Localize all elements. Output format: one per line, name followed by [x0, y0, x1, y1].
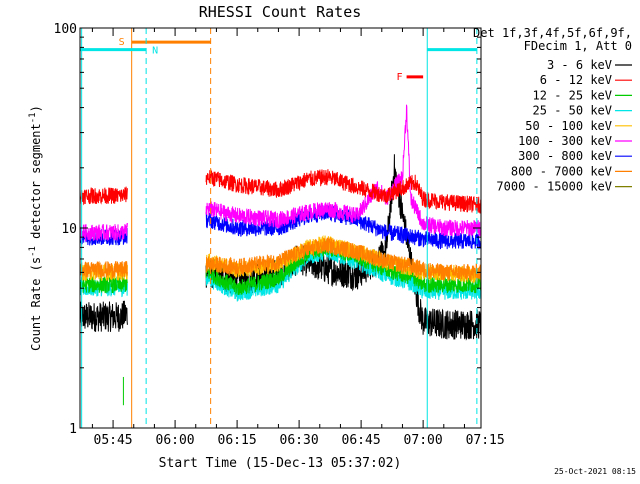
series-line-8-segment-1: [79, 260, 128, 280]
legend-label-6: 100 - 300 keV: [518, 134, 612, 148]
marker-label-S: S: [119, 37, 125, 48]
legend-label-4: 25 - 50 keV: [533, 104, 612, 118]
y-axis-label-end: ): [29, 105, 43, 112]
legend-label-1: 3 - 6 keV: [547, 58, 612, 72]
y-axis-label-sup: -1: [28, 246, 38, 257]
marker-layer: S N F: [80, 28, 478, 428]
series-line-2-segment-2: [205, 169, 482, 214]
legend-label-2: 6 - 12 keV: [540, 73, 612, 87]
series-line-6-segment-1: [79, 222, 128, 243]
legend-label-3: 12 - 25 keV: [533, 88, 612, 102]
footer-timestamp: 25-Oct-2021 08:15: [554, 467, 636, 476]
legend-header-line-2: FDecim 1, Att 0: [524, 39, 632, 53]
x-tick-label-3: 06:15: [218, 433, 257, 448]
series-line-6-segment-2: [205, 104, 482, 237]
legend-header-line-1: Det 1f,3f,4f,5f,6f,9f,: [473, 26, 632, 40]
y-tick-label-3: 100: [54, 22, 77, 37]
y-axis-label-sup2: -1: [28, 112, 38, 123]
x-axis-label: Start Time (15-Dec-13 05:37:02): [159, 456, 402, 471]
x-tick-label-5: 06:45: [342, 433, 381, 448]
series-line-2-segment-1: [79, 186, 128, 206]
series-line-7-segment-1: [79, 228, 128, 246]
series-line-8-segment-2: [205, 237, 482, 282]
series-layer: [79, 104, 482, 406]
axis-layer: 05:45 06:00 06:15 06:30 06:45 07:00 07:15 1 10 10…: [54, 22, 505, 448]
x-tick-label-2: 06:00: [156, 433, 195, 448]
legend-label-8: 800 - 7000 keV: [511, 164, 612, 178]
y-tick-label-1: 1: [69, 422, 77, 437]
legend-label-9: 7000 - 15000 keV: [496, 180, 612, 194]
marker-label-F: F: [397, 72, 403, 83]
y-axis-label: Count Rate (s-1 detector segment-1): [28, 105, 43, 351]
x-tick-label-4: 06:30: [280, 433, 319, 448]
y-axis-label-main: Count Rate (s: [29, 257, 43, 351]
y-tick-label-2: 10: [61, 222, 77, 237]
y-axis-label-mid: detector segment: [29, 123, 43, 246]
x-tick-label-7: 07:15: [466, 433, 505, 448]
chart-title: RHESSI Count Rates: [199, 3, 362, 21]
series-line-1-segment-1: [79, 300, 128, 332]
x-tick-label-1: 05:45: [94, 433, 133, 448]
x-tick-label-6: 07:00: [404, 433, 443, 448]
legend-label-7: 300 - 800 keV: [518, 149, 612, 163]
legend-label-5: 50 - 100 keV: [525, 119, 612, 133]
marker-label-N1: N: [152, 46, 158, 57]
